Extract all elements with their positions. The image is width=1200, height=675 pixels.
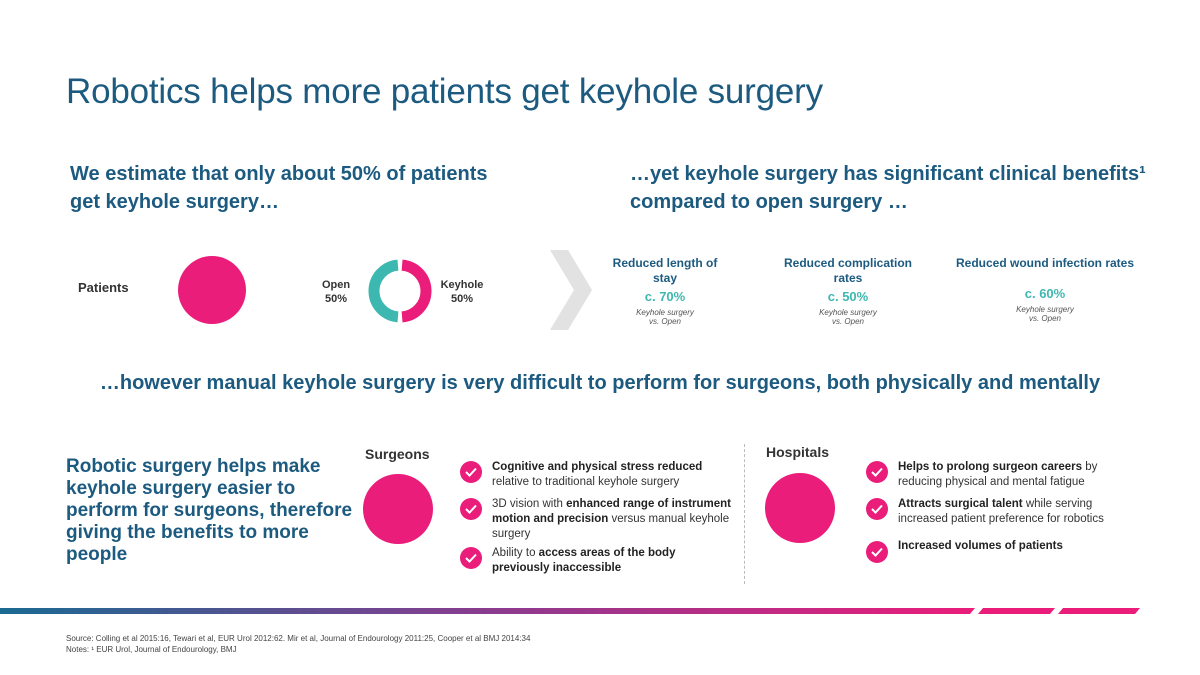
source-line: Source: Colling et al 2015:16, Tewari et… [66, 634, 531, 643]
open-keyhole-donut [368, 259, 432, 323]
hospitals-item-text: Attracts surgical talent while serving i… [898, 498, 1104, 525]
open-value: 50% [324, 293, 348, 305]
keyhole-value: 50% [450, 293, 474, 305]
mid-heading: …however manual keyhole surgery is very … [99, 372, 1101, 394]
left-heading: We estimate that only about 50% of patie… [70, 163, 488, 213]
surgeons-label: Surgeons [365, 446, 430, 462]
notes-line: Notes: ¹ EUR Urol, Journal of Endourolog… [66, 645, 237, 654]
patients-label: Patients [78, 280, 129, 295]
footer-gradient-bar [0, 608, 1140, 614]
bottom-heading: Robotic surgery helps make keyhole surge… [66, 456, 353, 565]
open-label: Open [321, 279, 351, 291]
page-title: Robotics helps more patients get keyhole… [66, 72, 823, 111]
section-divider [744, 444, 745, 584]
source-notes: Source: Colling et al 2015:16, Tewari et… [66, 633, 530, 655]
open-label-group: Open 50% [312, 278, 360, 306]
right-heading: …yet keyhole surgery has significant cli… [630, 163, 1146, 213]
chevron-right-icon [550, 250, 592, 330]
surgeons-item-text: Ability to access areas of the body prev… [492, 547, 676, 574]
benefit-length-of-stay: Reduced length of stay c. 70% Keyhole su… [605, 256, 725, 326]
check-icon [866, 541, 888, 563]
benefit-note: Keyhole surgery vs. Open [945, 305, 1145, 323]
benefit-value: c. 70% [644, 289, 686, 304]
surgeons-item-text: Cognitive and physical stress reduced re… [492, 461, 703, 488]
check-icon [460, 461, 482, 483]
benefit-note-line1: Keyhole surgery [819, 308, 877, 317]
benefit-note: Keyhole surgery vs. Open [778, 308, 918, 326]
benefit-value: c. 50% [827, 289, 869, 304]
benefit-note: Keyhole surgery vs. Open [605, 308, 725, 326]
benefit-value: c. 60% [1024, 286, 1066, 301]
benefit-title: Reduced complication rates [783, 256, 913, 285]
surgeons-circle [363, 474, 433, 544]
benefit-title: Reduced wound infection rates [955, 256, 1135, 270]
check-icon [866, 498, 888, 520]
benefit-note-line1: Keyhole surgery [1016, 305, 1074, 314]
surgeons-item-2: 3D vision with enhanced range of instrum… [460, 497, 740, 542]
surgeons-item-1: Cognitive and physical stress reduced re… [460, 460, 735, 490]
hospitals-item-2: Attracts surgical talent while serving i… [866, 497, 1141, 527]
check-icon [460, 547, 482, 569]
hospitals-item-text: Helps to prolong surgeon careers by redu… [898, 461, 1098, 488]
patients-circle [178, 256, 246, 324]
hospitals-item-1: Helps to prolong surgeon careers by redu… [866, 460, 1141, 490]
benefit-note-line2: vs. Open [648, 317, 681, 326]
keyhole-label: Keyhole [440, 279, 484, 291]
hospitals-circle [765, 473, 835, 543]
hospitals-label: Hospitals [766, 444, 830, 460]
benefit-note-line1: Keyhole surgery [636, 308, 694, 317]
donut-open-segment [368, 259, 399, 323]
benefit-note-line2: vs. Open [831, 317, 864, 326]
hospitals-item-text: Increased volumes of patients [898, 540, 1063, 552]
benefit-note-line2: vs. Open [1028, 314, 1061, 323]
surgeons-item-text: 3D vision with enhanced range of instrum… [492, 498, 731, 540]
benefit-complication-rates: Reduced complication rates c. 50% Keyhol… [778, 256, 918, 326]
check-icon [460, 498, 482, 520]
keyhole-label-group: Keyhole 50% [432, 278, 492, 306]
surgeons-item-3: Ability to access areas of the body prev… [460, 546, 720, 576]
check-icon [866, 461, 888, 483]
benefit-wound-infection: Reduced wound infection rates c. 60% Key… [945, 256, 1145, 323]
donut-keyhole-segment [401, 259, 432, 323]
benefit-title: Reduced length of stay [612, 256, 718, 285]
hospitals-item-3: Increased volumes of patients [866, 540, 1141, 563]
